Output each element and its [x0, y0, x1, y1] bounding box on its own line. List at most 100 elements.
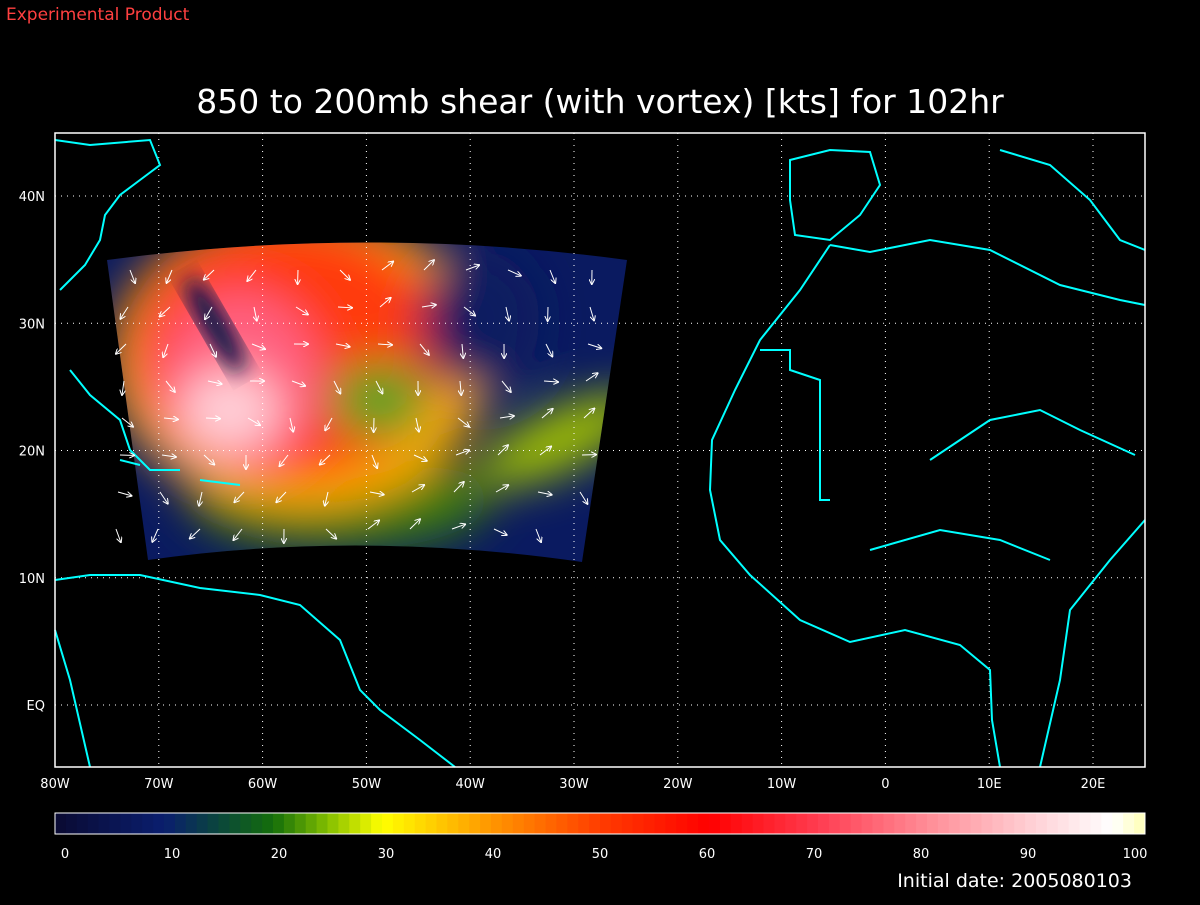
- colorbar-cell: [164, 813, 175, 834]
- colorbar-cell: [175, 813, 186, 834]
- colorbar-cell: [1003, 813, 1014, 834]
- colorbar-cell: [1080, 813, 1091, 834]
- colorbar-cell: [349, 813, 360, 834]
- x-tick-label: 80W: [40, 777, 70, 792]
- colorbar-cell: [873, 813, 884, 834]
- colorbar-label: 70: [806, 847, 823, 862]
- shear-field: [100, 210, 654, 580]
- colorbar-cell: [251, 813, 262, 834]
- colorbar-cell: [1112, 813, 1123, 834]
- colorbar-cell: [883, 813, 894, 834]
- colorbar-cell: [600, 813, 611, 834]
- colorbar-cell: [469, 813, 480, 834]
- colorbar-cell: [938, 813, 949, 834]
- colorbar-cell: [655, 813, 666, 834]
- colorbar-label: 50: [592, 847, 609, 862]
- colorbar-cell: [731, 813, 742, 834]
- colorbar-cell: [99, 813, 110, 834]
- colorbar-cell: [796, 813, 807, 834]
- colorbar-cell: [535, 813, 546, 834]
- colorbar-cell: [437, 813, 448, 834]
- colorbar-cell: [426, 813, 437, 834]
- colorbar-cell: [77, 813, 88, 834]
- colorbar-cell: [524, 813, 535, 834]
- colorbar-cell: [153, 813, 164, 834]
- colorbar-label: 20: [271, 847, 288, 862]
- colorbar-cell: [644, 813, 655, 834]
- colorbar-cell: [818, 813, 829, 834]
- y-tick-label: 20N: [19, 445, 45, 460]
- wind-arrow: [118, 492, 131, 496]
- colorbar-cell: [88, 813, 99, 834]
- colorbar-cell: [829, 813, 840, 834]
- colorbar-cell: [1036, 813, 1047, 834]
- colorbar-cell: [66, 813, 77, 834]
- colorbar-cell: [415, 813, 426, 834]
- colorbar-label: 80: [913, 847, 930, 862]
- colorbar-cell: [273, 813, 284, 834]
- wind-arrow: [122, 381, 124, 395]
- colorbar-cell: [447, 813, 458, 834]
- colorbar-cell: [1134, 813, 1145, 834]
- colorbar-cell: [360, 813, 371, 834]
- x-tick-label: 50W: [352, 777, 382, 792]
- colorbar-cell: [905, 813, 916, 834]
- colorbar-cell: [807, 813, 818, 834]
- colorbar-cell: [1014, 813, 1025, 834]
- colorbar-cell: [120, 813, 131, 834]
- colorbar-cell: [840, 813, 851, 834]
- colorbar-cell: [546, 813, 557, 834]
- colorbar-label: 60: [699, 847, 716, 862]
- colorbar-cell: [774, 813, 785, 834]
- y-tick-label: 40N: [19, 190, 45, 205]
- colorbar-cell: [295, 813, 306, 834]
- y-tick-label: 30N: [19, 317, 45, 332]
- colorbar-cell: [55, 813, 66, 834]
- x-tick-label: 10E: [977, 777, 1002, 792]
- colorbar-cell: [142, 813, 153, 834]
- colorbar-cell: [992, 813, 1003, 834]
- note: Experimental Product: [6, 5, 190, 25]
- colorbar-cell: [1058, 813, 1069, 834]
- title: 850 to 200mb shear (with vortex) [kts] f…: [196, 82, 1004, 121]
- colorbar-cell: [219, 813, 230, 834]
- colorbar-cell: [927, 813, 938, 834]
- colorbar-cell: [578, 813, 589, 834]
- colorbar-cell: [982, 813, 993, 834]
- x-tick-label: 20W: [663, 777, 693, 792]
- colorbar-cell: [916, 813, 927, 834]
- colorbar-cell: [1025, 813, 1036, 834]
- colorbar-label: 0: [61, 847, 69, 862]
- colorbar-cell: [971, 813, 982, 834]
- x-tick-label: 60W: [248, 777, 278, 792]
- colorbar-cell: [382, 813, 393, 834]
- colorbar-cell: [317, 813, 328, 834]
- initial-date: Initial date: 2005080103: [897, 870, 1132, 892]
- colorbar-cell: [753, 813, 764, 834]
- colorbar-cell: [556, 813, 567, 834]
- colorbar-cell: [262, 813, 273, 834]
- colorbar-label: 100: [1123, 847, 1148, 862]
- colorbar-cell: [676, 813, 687, 834]
- colorbar-cell: [186, 813, 197, 834]
- colorbar-cell: [742, 813, 753, 834]
- x-tick-label: 40W: [455, 777, 485, 792]
- colorbar-cell: [110, 813, 121, 834]
- colorbar-cell: [480, 813, 491, 834]
- colorbar-cell: [1101, 813, 1112, 834]
- colorbar-cell: [229, 813, 240, 834]
- colorbar-label: 30: [378, 847, 395, 862]
- colorbar-cell: [513, 813, 524, 834]
- colorbar: [55, 813, 1146, 834]
- x-tick-label: 30W: [559, 777, 589, 792]
- colorbar-cell: [720, 813, 731, 834]
- colorbar-cell: [1123, 813, 1134, 834]
- x-tick-label: 10W: [767, 777, 797, 792]
- colorbar-cell: [131, 813, 142, 834]
- wind-arrow: [206, 418, 220, 419]
- colorbar-label: 10: [164, 847, 181, 862]
- colorbar-label: 90: [1020, 847, 1037, 862]
- colorbar-cell: [502, 813, 513, 834]
- colorbar-cell: [458, 813, 469, 834]
